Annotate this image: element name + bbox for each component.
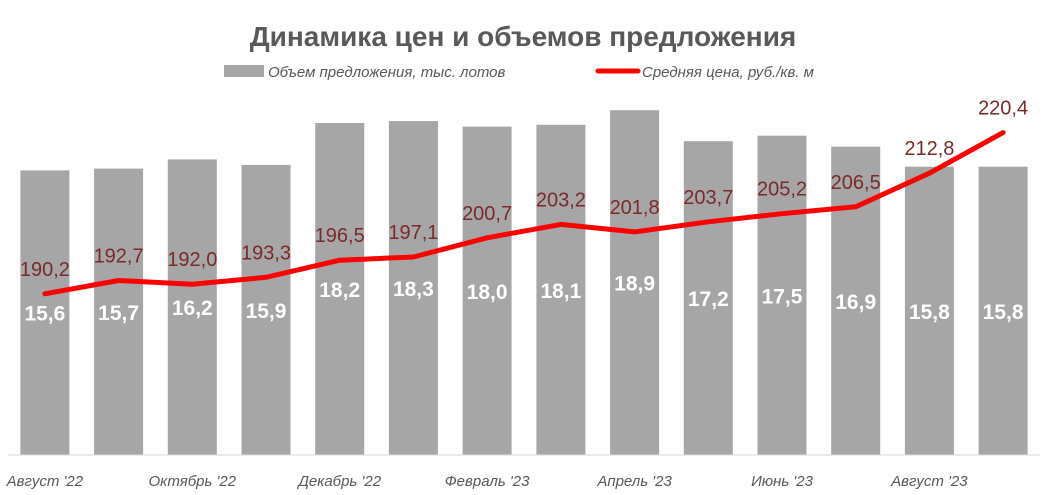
bar-7 [536,124,586,456]
bar-13 [978,166,1028,455]
price-label-0: 190,2 [20,259,70,281]
bar-label-4: 18,2 [319,279,360,302]
price-line [42,130,1006,297]
bar-10 [757,135,807,455]
bar-6 [462,126,512,455]
bar-label-13: 15,8 [983,301,1024,324]
legend-label-volume: Объем предложения, тыс. лотов [268,64,506,81]
price-label-12: 212,8 [904,138,954,160]
price-label-5: 197,1 [388,222,438,244]
bar-0 [20,170,70,455]
bar-label-9: 17,2 [688,288,729,311]
bar-label-12: 15,8 [909,301,950,324]
bar-label-0: 15,6 [24,303,65,326]
price-labels: 190,2 192,7 192,0 193,3 196,5 197,1 200,7 203,2… [20,98,1028,281]
bar-label-8: 18,9 [614,273,655,296]
price-label-13: 220,4 [978,98,1028,120]
bar-label-1: 15,7 [98,302,139,325]
bar-4 [315,123,365,455]
legend-label-price: Средняя цена, руб./кв. м [642,64,814,81]
x-tick-label-3: Февраль '23 [445,473,530,490]
bar-12 [904,166,954,455]
x-tick-label-6: Август '23 [890,473,968,490]
bar-2 [167,159,217,455]
bar-series-volume [20,110,1028,456]
bar-labels: 15,6 15,7 16,2 15,9 18,2 18,3 18,0 18,1 18,9 17,2… [24,273,1023,326]
bar-1 [94,168,144,455]
bar-8 [610,110,660,455]
x-tick-label-0: Август '22 [6,473,84,490]
chart-title: Динамика цен и объемов предложения [250,21,797,52]
price-label-2: 192,0 [167,249,217,271]
price-label-4: 196,5 [315,225,365,247]
price-label-8: 201,8 [610,197,660,219]
price-label-11: 206,5 [831,172,881,194]
bar-label-5: 18,3 [393,278,434,301]
x-tick-label-1: Октябрь '22 [148,473,236,490]
legend: Объем предложения, тыс. лотов Средняя це… [224,64,814,81]
line-series-price [42,130,1006,297]
x-tick-label-2: Декабрь '22 [296,473,381,490]
bar-label-10: 17,5 [762,285,803,308]
bar-label-6: 18,0 [467,281,508,304]
price-label-10: 205,2 [757,179,807,201]
price-label-1: 192,7 [94,246,144,268]
bar-9 [683,141,733,455]
price-label-9: 203,7 [683,187,733,209]
price-label-6: 200,7 [462,203,512,225]
bar-label-11: 16,9 [835,291,876,314]
x-tick-label-4: Апрель '23 [596,473,672,490]
x-tick-label-5: Июнь '23 [751,473,814,490]
price-label-3: 193,3 [241,242,291,264]
price-label-7: 203,2 [536,189,586,211]
bar-label-7: 18,1 [540,280,581,303]
legend-swatch-volume [224,65,264,77]
bar-label-3: 15,9 [246,300,287,323]
bar-3 [241,164,291,455]
bar-5 [388,121,438,455]
x-axis-ticks: Август '22 Октябрь '22 Декабрь '22 Февраль … [6,473,969,490]
bar-label-2: 16,2 [172,297,213,320]
